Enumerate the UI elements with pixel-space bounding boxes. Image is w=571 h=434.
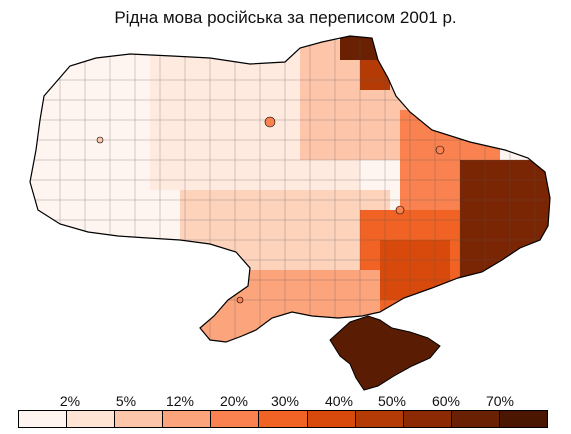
legend-color-bar [18, 410, 548, 428]
legend-swatch [115, 411, 164, 427]
city-marker-odesa [236, 296, 244, 304]
country-outline [29, 35, 551, 343]
legend-swatch [259, 411, 308, 427]
legend-swatch [211, 411, 260, 427]
legend-labels: 2% 5% 12% 20% 30% 40% 50% 60% 70% [0, 393, 571, 409]
crimea-region [329, 315, 441, 391]
legend-label: 50% [377, 393, 407, 409]
legend-label: 2% [59, 393, 81, 409]
legend-swatch [307, 411, 356, 427]
legend-label: 60% [431, 393, 461, 409]
legend-swatch [67, 411, 116, 427]
legend-label: 40% [324, 393, 354, 409]
legend-label: 70% [485, 393, 515, 409]
legend-label: 5% [115, 393, 137, 409]
legend-swatch [355, 411, 404, 427]
legend-label: 30% [270, 393, 300, 409]
legend-label: 12% [165, 393, 195, 409]
legend-swatch [499, 411, 548, 427]
legend-swatch [451, 411, 500, 427]
legend-swatch [403, 411, 452, 427]
city-marker-lviv [96, 136, 104, 144]
city-marker-kyiv [264, 116, 276, 128]
legend-label: 20% [219, 393, 249, 409]
district-boundaries [30, 40, 550, 342]
legend-swatch [19, 411, 68, 427]
region-sumy-border [360, 60, 390, 90]
region-zaporizhzhia [380, 240, 450, 300]
legend-swatch [163, 411, 212, 427]
map-title: Рідна мова російська за переписом 2001 р… [114, 8, 457, 27]
city-marker-dnipro [395, 205, 405, 215]
city-markers [96, 116, 445, 304]
city-marker-kharkiv [435, 145, 445, 155]
